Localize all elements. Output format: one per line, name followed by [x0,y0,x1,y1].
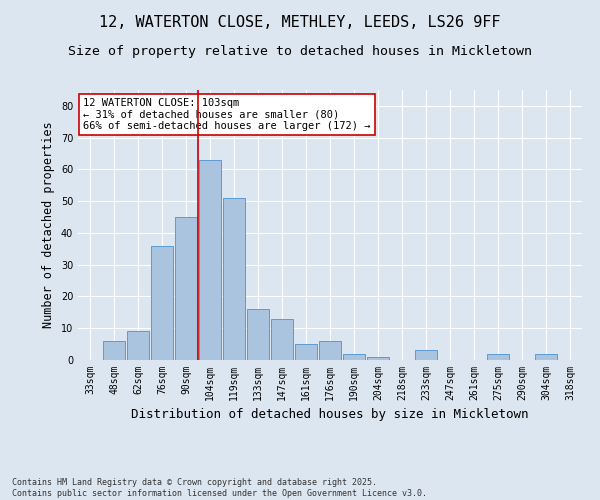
Bar [367,357,389,360]
X-axis label: Distribution of detached houses by size in Mickletown: Distribution of detached houses by size … [131,408,529,422]
Bar [199,160,221,360]
Y-axis label: Number of detached properties: Number of detached properties [42,122,55,328]
Bar [271,318,293,360]
Bar [223,198,245,360]
Bar [319,341,341,360]
Text: Contains HM Land Registry data © Crown copyright and database right 2025.
Contai: Contains HM Land Registry data © Crown c… [12,478,427,498]
Bar [127,332,149,360]
Bar [103,341,125,360]
Bar [151,246,173,360]
Bar [535,354,557,360]
Text: 12, WATERTON CLOSE, METHLEY, LEEDS, LS26 9FF: 12, WATERTON CLOSE, METHLEY, LEEDS, LS26… [99,15,501,30]
Text: Size of property relative to detached houses in Mickletown: Size of property relative to detached ho… [68,45,532,58]
Bar [175,217,197,360]
Bar [343,354,365,360]
Bar [415,350,437,360]
Bar [487,354,509,360]
Bar [295,344,317,360]
Bar [247,309,269,360]
Text: 12 WATERTON CLOSE: 103sqm
← 31% of detached houses are smaller (80)
66% of semi-: 12 WATERTON CLOSE: 103sqm ← 31% of detac… [83,98,371,132]
